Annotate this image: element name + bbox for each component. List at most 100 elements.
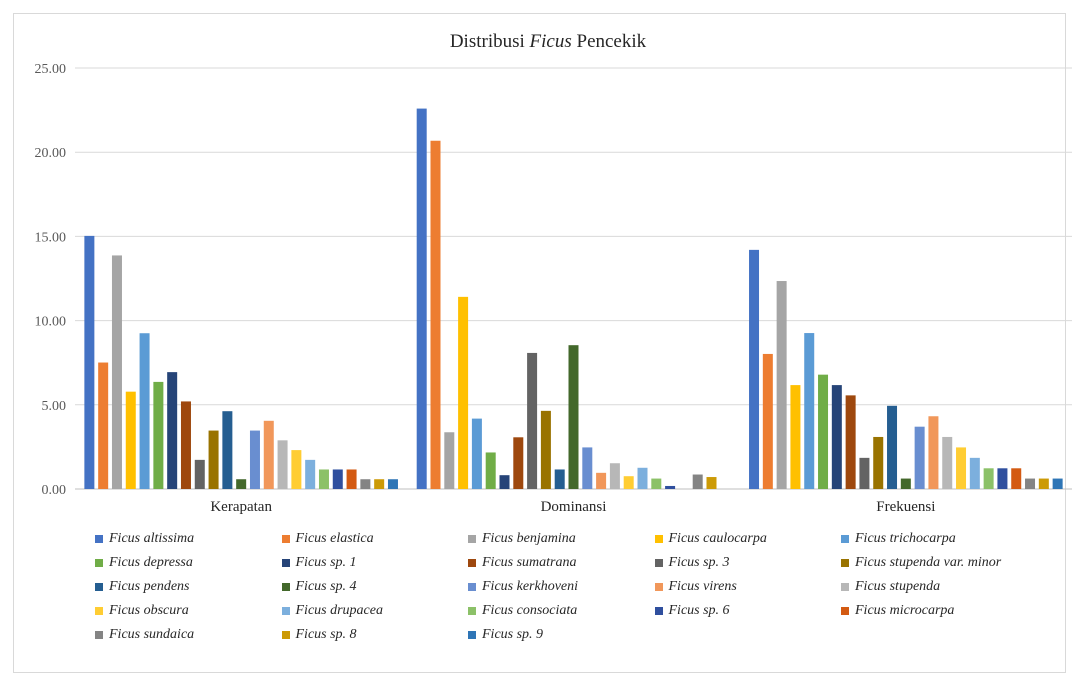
x-axis-category-labels: Kerapatan Dominansi Frekuensi — [210, 499, 935, 515]
legend-swatch — [654, 559, 663, 567]
bar — [153, 381, 164, 489]
bar — [749, 249, 760, 489]
legend-item: Ficus sp. 1 — [281, 553, 357, 573]
legend-swatch — [95, 631, 103, 639]
bar — [914, 426, 925, 489]
legend-item: Ficus altissima — [95, 529, 194, 549]
legend-label: Ficus sp. 4 — [295, 579, 357, 594]
bar — [471, 418, 482, 489]
bar — [887, 405, 898, 489]
bar — [790, 385, 801, 489]
legend-swatch — [281, 583, 290, 591]
legend-label: Ficus consociata — [482, 603, 578, 618]
y-tick-label: 5.00 — [42, 399, 67, 414]
bar — [374, 479, 385, 489]
bar — [997, 468, 1008, 489]
bar — [249, 430, 260, 489]
legend-item: Ficus virens — [654, 577, 737, 597]
bar — [84, 235, 95, 489]
y-tick-label: 10.00 — [35, 315, 67, 330]
legend-item: Ficus pendens — [95, 577, 189, 597]
legend-item: Ficus depressa — [95, 553, 193, 573]
bar — [277, 440, 288, 489]
legend-swatch — [654, 583, 663, 591]
legend-item: Ficus benjamina — [468, 529, 576, 549]
legend-swatch — [95, 583, 103, 591]
bar — [139, 333, 150, 489]
x-category-label: Kerapatan — [210, 499, 272, 515]
legend-swatch — [95, 607, 103, 615]
bar — [818, 374, 829, 489]
legend-swatch — [841, 535, 849, 543]
bar — [776, 281, 787, 489]
bar — [873, 436, 884, 489]
legend-label: Ficus elastica — [295, 531, 374, 546]
legend-swatch — [841, 607, 849, 615]
bar — [194, 459, 205, 489]
bar — [111, 255, 122, 489]
y-tick-label: 0.00 — [42, 483, 67, 498]
legend-item: Ficus sp. 3 — [654, 553, 730, 573]
legend-label: Ficus sundaica — [109, 627, 195, 642]
x-category-label: Frekuensi — [876, 499, 935, 515]
legend-item: Ficus sp. 9 — [468, 625, 543, 645]
bar — [98, 362, 109, 489]
legend-item: Ficus drupacea — [281, 601, 383, 621]
legend-label: Ficus benjamina — [482, 531, 576, 546]
bar — [665, 485, 676, 489]
bar — [804, 333, 815, 489]
legend-item: Ficus sp. 6 — [654, 601, 730, 621]
legend-label: Ficus sp. 8 — [295, 627, 357, 642]
legend-label: Ficus sp. 9 — [482, 627, 544, 642]
legend-swatch — [468, 607, 476, 615]
y-axis-tick-labels: 0.00 5.00 10.00 15.00 20.00 25.00 — [35, 62, 67, 498]
legend-label: Ficus altissima — [109, 531, 195, 546]
bar — [692, 474, 703, 489]
bar — [499, 475, 510, 489]
bar — [554, 469, 565, 489]
legend-swatch — [281, 559, 290, 567]
bar — [125, 391, 136, 489]
bar — [236, 479, 247, 489]
bar — [444, 432, 455, 489]
legend-item: Ficus caulocarpa — [654, 529, 767, 549]
legend-item: Ficus elastica — [281, 529, 374, 549]
bar — [263, 420, 274, 489]
legend-swatch — [95, 559, 103, 567]
bar — [513, 437, 524, 489]
legend-label: Ficus kerkhoveni — [482, 579, 579, 594]
legend-item: Ficus sp. 4 — [281, 577, 357, 597]
bar — [387, 479, 398, 489]
legend-label: Ficus trichocarpa — [855, 531, 956, 546]
bar — [900, 478, 911, 489]
legend-swatch — [654, 607, 663, 615]
legend-swatch — [841, 583, 849, 591]
bar — [956, 447, 967, 489]
bar — [291, 450, 302, 489]
legend-swatch — [281, 535, 290, 543]
bar — [706, 477, 717, 489]
legend-swatch — [468, 535, 476, 543]
legend-swatch — [281, 631, 290, 639]
bar — [1011, 468, 1022, 489]
bar — [983, 468, 994, 489]
bar — [582, 447, 593, 489]
legend-label: Ficus drupacea — [295, 603, 383, 618]
legend-label: Ficus stupenda var. minor — [855, 555, 1002, 570]
bar — [458, 296, 469, 489]
legend-swatch — [468, 583, 476, 591]
bar — [1025, 478, 1036, 489]
bar — [430, 140, 441, 489]
legend-label: Ficus caulocarpa — [668, 531, 767, 546]
bar — [332, 469, 343, 489]
bar — [305, 459, 316, 489]
bar — [1052, 478, 1063, 489]
legend-swatch — [468, 631, 476, 639]
legend-label: Ficus microcarpa — [855, 603, 955, 618]
legend-swatch — [654, 535, 663, 543]
bar — [1038, 478, 1049, 489]
bar — [346, 469, 357, 489]
bars — [84, 108, 1063, 489]
bar — [928, 416, 939, 489]
legend-item: Ficus sp. 8 — [281, 625, 357, 645]
